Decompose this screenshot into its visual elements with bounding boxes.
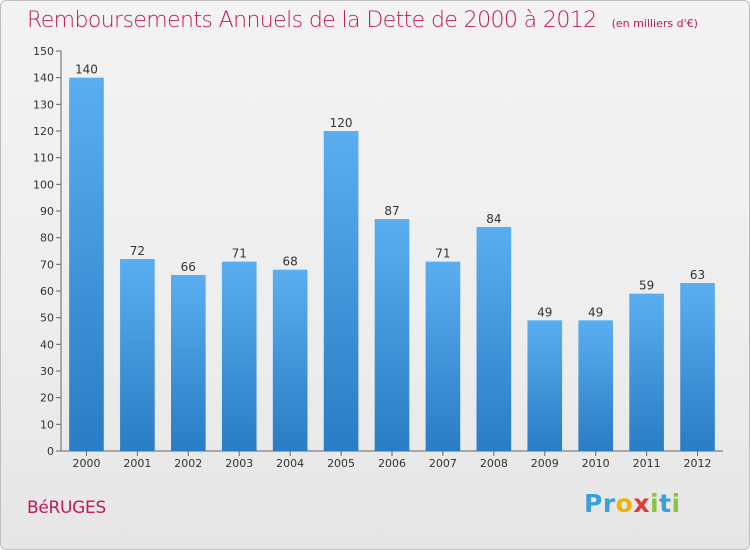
bar-2000 [69,77,104,452]
x-tick-label: 2001 [123,457,151,470]
y-tick-label: 50 [40,312,54,325]
bar-2003 [221,261,257,451]
data-label-2008: 84 [486,212,501,226]
bar-2001 [120,259,155,451]
logo-letter: i [671,489,681,518]
logo-letter: x [633,489,650,518]
data-label-2002: 66 [181,260,196,274]
y-tick-label: 0 [47,445,54,458]
data-label-2011: 59 [639,279,654,293]
data-label-2001: 72 [130,244,145,258]
bar-2005 [323,131,359,451]
bar-2008 [476,227,512,451]
proxiti-logo: Proxiti [584,489,681,518]
data-label-2010: 49 [588,305,603,319]
data-label-2007: 71 [435,247,450,261]
y-tick-label: 70 [40,258,54,271]
y-tick-label: 90 [40,205,54,218]
x-tick-label: 2000 [72,457,100,470]
bar-2006 [374,219,410,451]
x-tick-label: 2004 [276,457,304,470]
bar-2007 [425,261,461,451]
y-tick-label: 100 [33,178,54,191]
title-row: Remboursements Annuels de la Dette de 20… [27,8,698,33]
bar-2011 [629,293,664,451]
data-label-2003: 71 [232,247,247,261]
chart-title: Remboursements Annuels de la Dette de 20… [27,8,597,33]
bar-2009 [527,320,563,451]
logo-letter: o [615,489,634,518]
logo-letter: P [584,489,603,518]
x-tick-label: 2003 [225,457,253,470]
y-tick-label: 20 [40,392,54,405]
y-tick-label: 40 [40,338,54,351]
y-tick-label: 110 [33,152,54,165]
y-tick-label: 130 [33,98,54,111]
unit-note: (en milliers d'€) [611,17,698,30]
bar-2010 [578,320,614,451]
y-tick-label: 150 [33,45,54,58]
x-tick-label: 2010 [582,457,610,470]
x-tick-label: 2007 [429,457,457,470]
data-label-2009: 49 [537,305,552,319]
y-tick-label: 80 [40,232,54,245]
x-tick-label: 2006 [378,457,406,470]
place-name: BéRUGES [27,498,106,518]
y-tick-label: 60 [40,285,54,298]
x-tick-label: 2002 [174,457,202,470]
x-tick-label: 2005 [327,457,355,470]
y-tick-label: 120 [33,125,54,138]
logo-letter: t [659,489,672,518]
y-tick-label: 30 [40,365,54,378]
bar-2004 [272,269,308,451]
data-label-2006: 87 [384,204,399,218]
x-tick-label: 2009 [531,457,559,470]
y-tick-label: 10 [40,418,54,431]
logo-letter: r [602,489,616,518]
data-label-2012: 63 [690,268,705,282]
x-tick-label: 2008 [480,457,508,470]
logo-letter: i [650,489,660,518]
data-label-2000: 140 [75,63,98,77]
x-tick-label: 2012 [684,457,712,470]
data-label-2005: 120 [330,116,353,130]
y-tick-label: 140 [33,72,54,85]
bar-2002 [170,275,206,451]
bar-2012 [680,283,715,451]
x-tick-label: 2011 [633,457,661,470]
data-label-2004: 68 [283,255,298,269]
